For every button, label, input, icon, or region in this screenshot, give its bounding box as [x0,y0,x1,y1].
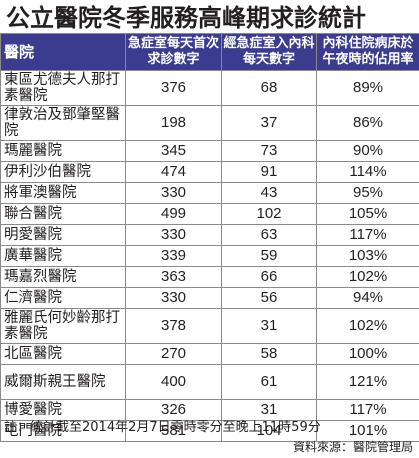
medical-admission-cell: 59 [221,245,317,267]
bed-occupancy-cell: 86% [316,105,419,141]
hospital-name-cell: 博愛醫院 [0,399,126,421]
hospital-name-cell: 伊利沙伯醫院 [0,161,126,183]
source-credit: 資料來源：醫院管理局 [292,440,413,454]
hospital-name-cell: 北區醫院 [0,343,126,365]
table-body: 東區尤德夫人那打素醫院 376 68 89% 律敦治及鄧肇堅醫院 198 37 86% 瑪麗醫院… [0,70,419,442]
hospital-name-cell: 瑪麗醫院 [0,140,126,162]
ae-attendance-cell: 330 [125,287,222,309]
bed-occupancy-cell: 101% [316,420,419,442]
medical-admission-cell: 31 [221,399,317,421]
ae-attendance-cell: 270 [125,343,222,365]
table-row: 將軍澳醫院 330 43 95% [0,182,419,204]
ae-attendance-cell: 378 [125,308,222,344]
hospital-name-cell: 東區尤德夫人那打素醫院 [0,70,126,106]
bed-occupancy-cell: 94% [316,287,419,309]
hospital-name-cell: 將軍澳醫院 [0,182,126,204]
hospital-name-cell: 聯合醫院 [0,203,126,225]
bed-occupancy-cell: 117% [316,399,419,421]
medical-admission-cell: 37 [221,105,317,141]
ae-attendance-cell: 400 [125,364,222,400]
medical-admission-cell: 31 [221,308,317,344]
medical-admission-cell: 58 [221,343,317,365]
hospital-name-cell: 雅麗氏何妙齡那打素醫院 [0,308,126,344]
ae-attendance-cell: 474 [125,161,222,183]
medical-admission-cell: 56 [221,287,317,309]
ae-attendance-cell: 198 [125,105,222,141]
bed-occupancy-cell: 117% [316,224,419,246]
ae-attendance-cell: 581 [125,420,222,442]
header-medical-admission: 經急症室入內科每天數字 [221,33,317,71]
medical-admission-cell: 73 [221,140,317,162]
bed-occupancy-cell: 103% [316,245,419,267]
ae-attendance-cell: 376 [125,70,222,106]
table-row: 博愛醫院 326 31 117% [0,399,419,421]
statistics-table: 醫院 急症室每天首次求診數字 經急症室入內科每天數字 內科住院病床於午夜時的佔用… [0,33,419,442]
bed-occupancy-cell: 121% [316,364,419,400]
table-row: 威爾斯親王醫院 400 61 121% [0,364,419,400]
bed-occupancy-cell: 114% [316,161,419,183]
ae-attendance-cell: 339 [125,245,222,267]
ae-attendance-cell: 326 [125,399,222,421]
table-row: 聯合醫院 499 102 105% [0,203,419,225]
medical-admission-cell: 104 [221,420,317,442]
table-row: 律敦治及鄧肇堅醫院 198 37 86% [0,105,419,141]
medical-admission-cell: 43 [221,182,317,204]
medical-admission-cell: 63 [221,224,317,246]
hospital-name-cell: 明愛醫院 [0,224,126,246]
hospital-name-cell: 仁濟醫院 [0,287,126,309]
ae-attendance-cell: 499 [125,203,222,225]
table-row: 北區醫院 270 58 100% [0,343,419,365]
bed-occupancy-cell: 102% [316,308,419,344]
medical-admission-cell: 91 [221,161,317,183]
ae-attendance-cell: 330 [125,182,222,204]
ae-attendance-cell: 330 [125,224,222,246]
ae-attendance-cell: 345 [125,140,222,162]
header-ae-attendance: 急症室每天首次求診數字 [125,33,222,71]
table-row: 屯門醫院 581 104 101% [0,420,419,442]
header-bed-occupancy: 內科住院病床於午夜時的佔用率 [316,33,419,71]
ae-attendance-cell: 363 [125,266,222,288]
bed-occupancy-cell: 100% [316,343,419,365]
hospital-name-cell: 瑪嘉烈醫院 [0,266,126,288]
table-row: 伊利沙伯醫院 474 91 114% [0,161,419,183]
hospital-name-cell: 威爾斯親王醫院 [0,364,126,400]
bed-occupancy-cell: 105% [316,203,419,225]
bed-occupancy-cell: 102% [316,266,419,288]
bed-occupancy-cell: 90% [316,140,419,162]
page-title: 公立醫院冬季服務高峰期求診統計 [6,4,366,32]
table-row: 瑪麗醫院 345 73 90% [0,140,419,162]
table-row: 雅麗氏何妙齡那打素醫院 378 31 102% [0,308,419,344]
hospital-name-cell: 屯門醫院 [0,420,126,442]
table-row: 東區尤德夫人那打素醫院 376 68 89% [0,70,419,106]
table-row: 瑪嘉烈醫院 363 66 102% [0,266,419,288]
table-row: 明愛醫院 330 63 117% [0,224,419,246]
header-hospital: 醫院 [0,33,126,71]
hospital-name-cell: 廣華醫院 [0,245,126,267]
medical-admission-cell: 61 [221,364,317,400]
medical-admission-cell: 68 [221,70,317,106]
hospital-name-cell: 律敦治及鄧肇堅醫院 [0,105,126,141]
table-row: 仁濟醫院 330 56 94% [0,287,419,309]
bed-occupancy-cell: 89% [316,70,419,106]
table-header-row: 醫院 急症室每天首次求診數字 經急症室入內科每天數字 內科住院病床於午夜時的佔用… [0,33,419,71]
medical-admission-cell: 66 [221,266,317,288]
footnote: 註：統計截至2014年2月7日零時零分至晚上11時59分 [4,420,321,435]
bed-occupancy-cell: 95% [316,182,419,204]
table-row: 廣華醫院 339 59 103% [0,245,419,267]
medical-admission-cell: 102 [221,203,317,225]
